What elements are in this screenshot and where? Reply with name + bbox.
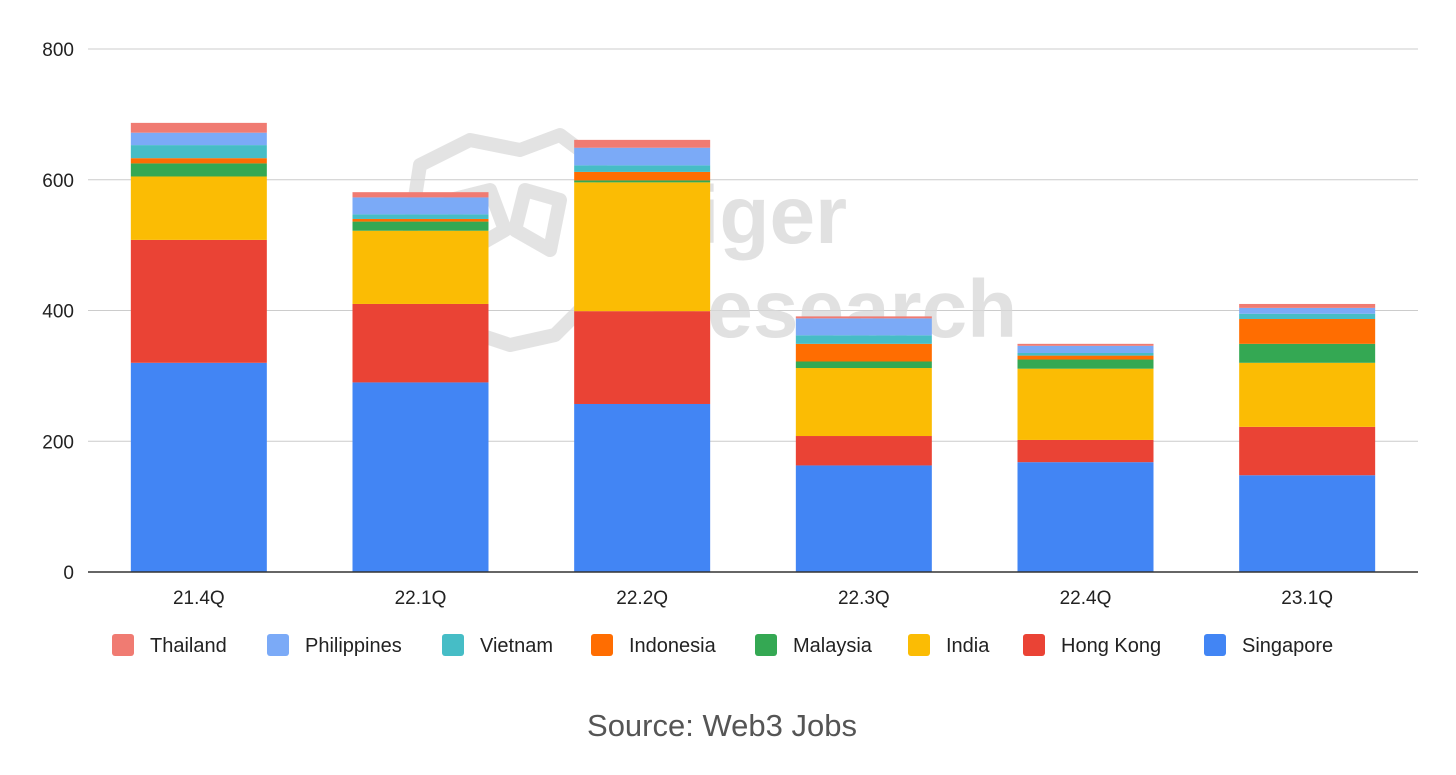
x-tick-label: 22.2Q	[616, 588, 668, 609]
bar-segment-philippines	[574, 147, 711, 166]
x-axis-ticks: 21.4Q 22.1Q 22.2Q 22.3Q 22.4Q 23.1Q	[173, 588, 1333, 609]
legend-item: Thailand	[112, 634, 227, 657]
legend-label: Philippines	[305, 635, 402, 657]
bar-segment-philippines	[130, 132, 267, 146]
legend-swatch	[1204, 634, 1226, 656]
bar-segment-hong-kong	[795, 436, 932, 466]
bars	[130, 122, 1376, 572]
bar-segment-indonesia	[574, 171, 711, 181]
bar-segment-malaysia	[795, 361, 932, 369]
bar-segment-singapore	[574, 403, 711, 572]
legend-item: Vietnam	[442, 634, 553, 657]
bar-segment-singapore	[795, 465, 932, 572]
legend-swatch	[1023, 634, 1045, 656]
bar-segment-malaysia	[352, 221, 489, 231]
legend-item: Hong Kong	[1023, 634, 1161, 657]
legend-swatch	[591, 634, 613, 656]
bar-segment-philippines	[795, 318, 932, 336]
bar-segment-malaysia	[1017, 359, 1154, 369]
legend-swatch	[755, 634, 777, 656]
legend-label: Indonesia	[629, 635, 717, 657]
bar-segment-india	[1017, 368, 1154, 440]
legend-label: Singapore	[1242, 635, 1333, 657]
bar-segment-malaysia	[130, 163, 267, 177]
bar-segment-indonesia	[795, 343, 932, 362]
source-caption: Source: Web3 Jobs	[587, 708, 857, 743]
bar-segment-vietnam	[352, 214, 489, 219]
legend-label: Vietnam	[480, 635, 553, 657]
bar-segment-hong-kong	[574, 311, 711, 404]
x-tick-label: 21.4Q	[173, 588, 225, 609]
bar-segment-india	[795, 368, 932, 437]
y-tick-label: 0	[63, 563, 74, 584]
bar-stack-21.4Q	[130, 122, 267, 572]
bar-segment-vietnam	[574, 165, 711, 172]
bar-segment-singapore	[130, 362, 267, 572]
bar-segment-indonesia	[1239, 318, 1376, 344]
y-tick-label: 200	[42, 432, 74, 453]
bar-segment-vietnam	[130, 145, 267, 159]
bar-stack-22.4Q	[1017, 343, 1154, 572]
bar-stack-22.2Q	[574, 139, 711, 572]
bar-segment-india	[130, 176, 267, 240]
bar-segment-hong-kong	[130, 239, 267, 363]
bar-segment-thailand	[1017, 343, 1154, 346]
legend-label: India	[946, 635, 990, 657]
bar-segment-india	[352, 230, 489, 304]
bar-segment-malaysia	[1239, 343, 1376, 363]
bar-segment-indonesia	[352, 218, 489, 222]
bar-segment-philippines	[1017, 345, 1154, 353]
legend-item: India	[908, 634, 990, 657]
bar-stack-22.1Q	[352, 192, 489, 572]
bar-segment-malaysia	[574, 180, 711, 183]
y-axis-ticks: 0 200 400 600 800	[42, 40, 74, 584]
bar-segment-vietnam	[795, 335, 932, 344]
legend-label: Malaysia	[793, 635, 873, 657]
bar-segment-vietnam	[1239, 313, 1376, 319]
legend-item: Indonesia	[591, 634, 717, 657]
bar-segment-singapore	[1239, 475, 1376, 572]
bar-segment-thailand	[795, 316, 932, 319]
x-tick-label: 23.1Q	[1281, 588, 1333, 609]
legend-swatch	[267, 634, 289, 656]
bar-segment-philippines	[352, 197, 489, 215]
bar-segment-vietnam	[1017, 352, 1154, 356]
bar-segment-thailand	[352, 192, 489, 198]
legend: Thailand Philippines Vietnam Indonesia Malay…	[112, 634, 1333, 657]
legend-swatch	[442, 634, 464, 656]
legend-swatch	[908, 634, 930, 656]
bar-segment-india	[574, 182, 711, 312]
legend-item: Singapore	[1204, 634, 1333, 657]
bar-stack-22.3Q	[795, 316, 932, 572]
x-tick-label: 22.1Q	[395, 588, 447, 609]
bar-segment-hong-kong	[352, 303, 489, 383]
legend-item: Malaysia	[755, 634, 873, 657]
bar-stack-23.1Q	[1239, 303, 1376, 572]
bar-segment-hong-kong	[1239, 426, 1376, 476]
y-tick-label: 400	[42, 302, 74, 323]
bar-segment-indonesia	[130, 158, 267, 164]
bar-segment-philippines	[1239, 307, 1376, 314]
legend-swatch	[112, 634, 134, 656]
bar-segment-thailand	[574, 139, 711, 148]
bar-segment-india	[1239, 362, 1376, 427]
legend-item: Philippines	[267, 634, 402, 657]
x-tick-label: 22.4Q	[1060, 588, 1112, 609]
legend-label: Thailand	[150, 635, 227, 657]
bar-segment-indonesia	[1017, 355, 1154, 360]
bar-segment-singapore	[352, 382, 489, 572]
x-tick-label: 22.3Q	[838, 588, 890, 609]
bar-segment-thailand	[1239, 303, 1376, 308]
bar-segment-thailand	[130, 122, 267, 133]
gridlines	[88, 48, 1418, 442]
bar-segment-hong-kong	[1017, 439, 1154, 463]
y-tick-label: 800	[42, 40, 74, 61]
bar-segment-singapore	[1017, 462, 1154, 572]
legend-label: Hong Kong	[1061, 635, 1161, 657]
y-tick-label: 600	[42, 171, 74, 192]
